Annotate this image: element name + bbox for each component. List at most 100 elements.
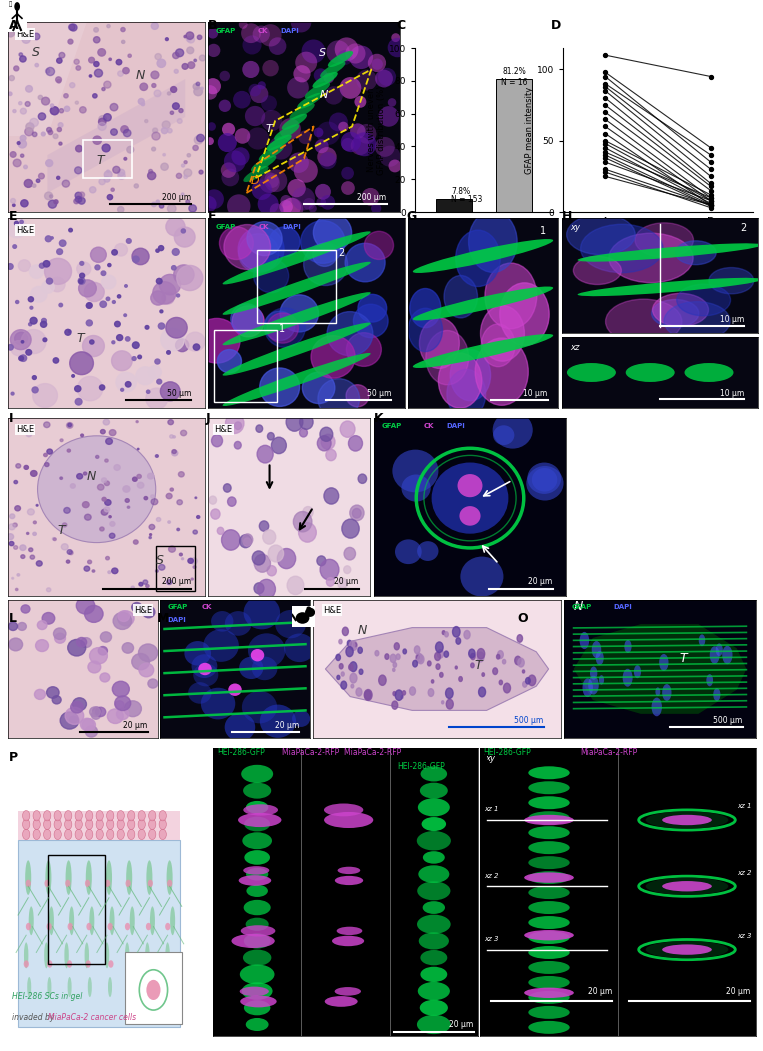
Circle shape [83, 472, 87, 475]
Circle shape [260, 704, 296, 738]
Text: N: N [298, 612, 308, 624]
Circle shape [41, 132, 45, 136]
Circle shape [345, 243, 385, 282]
Circle shape [177, 119, 182, 123]
Ellipse shape [146, 861, 153, 894]
Circle shape [53, 628, 66, 639]
Circle shape [515, 656, 521, 665]
Circle shape [14, 545, 18, 550]
Point [705, 68, 717, 85]
Circle shape [188, 682, 211, 704]
Circle shape [151, 22, 159, 29]
Point [339, 49, 351, 66]
Y-axis label: Nerves with uneven
GFAP distribution (%): Nerves with uneven GFAP distribution (%) [366, 85, 386, 174]
Circle shape [446, 699, 453, 709]
Circle shape [54, 200, 58, 204]
Circle shape [86, 320, 92, 326]
Circle shape [149, 536, 151, 538]
Circle shape [456, 666, 457, 669]
Circle shape [592, 641, 601, 658]
Circle shape [716, 643, 723, 656]
Circle shape [14, 2, 20, 11]
Point [705, 197, 717, 213]
Circle shape [217, 528, 224, 534]
Circle shape [85, 283, 105, 302]
Circle shape [340, 421, 355, 437]
Circle shape [26, 880, 31, 887]
Circle shape [100, 527, 104, 531]
Circle shape [47, 588, 51, 592]
Point [705, 182, 717, 199]
Circle shape [106, 297, 110, 301]
Circle shape [143, 606, 155, 618]
Circle shape [41, 98, 50, 105]
Circle shape [94, 62, 99, 66]
Ellipse shape [130, 906, 135, 935]
Circle shape [108, 264, 111, 267]
Text: xz 1: xz 1 [737, 803, 752, 809]
Circle shape [101, 510, 108, 515]
Circle shape [452, 626, 460, 637]
Circle shape [45, 462, 49, 467]
Text: N = 153: N = 153 [451, 194, 482, 204]
Circle shape [699, 635, 705, 646]
Circle shape [258, 579, 275, 599]
Circle shape [53, 357, 59, 363]
Circle shape [256, 425, 262, 432]
Circle shape [82, 719, 95, 730]
Circle shape [117, 334, 123, 341]
Circle shape [116, 60, 122, 65]
Circle shape [269, 545, 284, 562]
Ellipse shape [578, 244, 762, 262]
Circle shape [166, 580, 172, 584]
Ellipse shape [528, 976, 570, 989]
Circle shape [18, 140, 27, 148]
Circle shape [81, 638, 92, 647]
Circle shape [624, 640, 632, 653]
Point [208, 190, 221, 207]
Text: 2: 2 [740, 223, 746, 232]
Circle shape [72, 374, 75, 377]
Text: GFAP: GFAP [168, 604, 188, 611]
Circle shape [98, 122, 106, 130]
Circle shape [11, 341, 27, 355]
Circle shape [53, 133, 58, 139]
Circle shape [89, 647, 108, 664]
Circle shape [151, 498, 158, 504]
Circle shape [526, 678, 530, 684]
Circle shape [186, 200, 190, 204]
Circle shape [125, 923, 130, 930]
Circle shape [26, 923, 31, 930]
Text: 10 μm: 10 μm [720, 390, 744, 398]
Ellipse shape [304, 82, 330, 99]
Circle shape [127, 810, 135, 821]
Circle shape [47, 279, 53, 284]
Ellipse shape [274, 124, 299, 140]
Circle shape [163, 153, 166, 156]
Circle shape [21, 200, 28, 207]
Circle shape [43, 261, 50, 267]
Circle shape [31, 287, 47, 302]
Circle shape [173, 436, 175, 438]
Circle shape [428, 688, 433, 697]
Circle shape [35, 63, 38, 67]
Circle shape [14, 66, 19, 70]
Circle shape [358, 474, 367, 483]
Circle shape [468, 650, 475, 658]
Circle shape [76, 145, 82, 151]
Circle shape [114, 696, 130, 710]
Text: MiaPaCa-2-RFP  MiaPaCa-2-RFP: MiaPaCa-2-RFP MiaPaCa-2-RFP [282, 748, 401, 758]
Point [352, 123, 364, 140]
Circle shape [710, 646, 720, 664]
Circle shape [117, 810, 124, 821]
Circle shape [18, 260, 31, 271]
Ellipse shape [242, 983, 272, 1000]
Circle shape [351, 684, 354, 688]
Circle shape [280, 295, 318, 332]
Circle shape [77, 376, 103, 400]
Circle shape [113, 613, 131, 630]
Circle shape [264, 311, 295, 341]
Point [342, 136, 354, 152]
Circle shape [60, 439, 63, 441]
Circle shape [85, 880, 90, 887]
